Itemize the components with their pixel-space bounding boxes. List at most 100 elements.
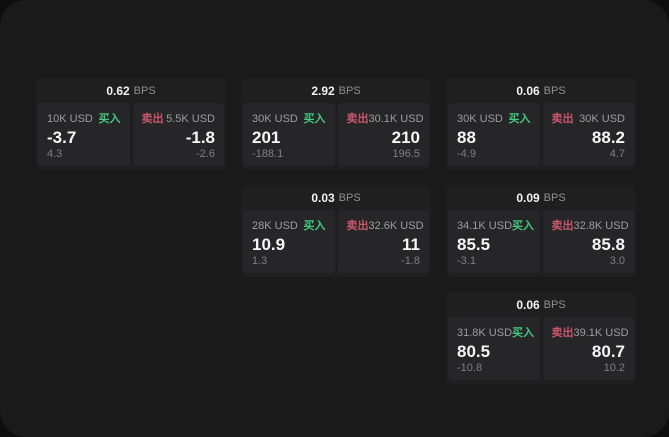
buy-side-label: 买入 bbox=[303, 220, 326, 232]
quote-panels: 30K USD 买入 201 -188.1 卖出 30.1K USD 210 1… bbox=[241, 103, 431, 168]
buy-amount-label: 28K USD bbox=[252, 220, 298, 232]
sell-panel-top: 卖出 32.6K USD bbox=[346, 217, 424, 233]
quote-panels: 28K USD 买入 10.9 1.3 卖出 32.6K USD 11 -1.8 bbox=[241, 210, 431, 275]
sell-panel-top: 卖出 32.8K USD bbox=[551, 217, 629, 233]
sell-panel[interactable]: 卖出 30.1K USD 210 196.5 bbox=[337, 103, 429, 166]
sell-panel-top: 卖出 5.5K USD bbox=[142, 110, 216, 126]
bps-unit-label: BPS bbox=[543, 84, 566, 97]
buy-side-label: 买入 bbox=[512, 220, 535, 232]
buy-side-label: 买入 bbox=[303, 113, 326, 125]
buy-panel[interactable]: 30K USD 买入 88 -4.9 bbox=[448, 103, 540, 166]
sell-panel[interactable]: 卖出 30K USD 88.2 4.7 bbox=[542, 103, 634, 166]
buy-panel-top: 31.8K USD 买入 bbox=[457, 324, 535, 340]
quote-panels: 31.8K USD 买入 80.5 -10.8 卖出 39.1K USD 80.… bbox=[446, 317, 636, 382]
sell-panel-top: 卖出 39.1K USD bbox=[551, 324, 629, 340]
sell-amount-label: 39.1K USD bbox=[573, 327, 629, 339]
buy-panel[interactable]: 10K USD 买入 -3.7 4.3 bbox=[38, 103, 130, 166]
quote-panels: 30K USD 买入 88 -4.9 卖出 30K USD 88.2 4.7 bbox=[446, 103, 636, 168]
bps-value: 0.03 bbox=[311, 190, 335, 205]
quote-card[interactable]: 0.06 BPS 31.8K USD 买入 80.5 -10.8 卖出 39.1… bbox=[446, 292, 636, 384]
sell-amount-label: 32.8K USD bbox=[573, 220, 629, 232]
bps-header: 0.06 BPS bbox=[446, 292, 636, 317]
sell-quote-value: 85.8 bbox=[591, 235, 625, 254]
sell-sub-value: -2.6 bbox=[196, 148, 215, 160]
sell-quote-value: 80.7 bbox=[591, 342, 625, 361]
sell-sub-value: 196.5 bbox=[392, 148, 420, 160]
buy-quote-value: 88 bbox=[457, 128, 476, 147]
bps-header: 0.03 BPS bbox=[241, 185, 431, 210]
buy-quote-value: 85.5 bbox=[457, 235, 491, 254]
buy-side-label: 买入 bbox=[508, 113, 531, 125]
sell-panel[interactable]: 卖出 32.8K USD 85.8 3.0 bbox=[542, 210, 634, 273]
buy-amount-label: 34.1K USD bbox=[457, 220, 513, 232]
bps-unit-label: BPS bbox=[543, 298, 566, 311]
quote-card[interactable]: 0.03 BPS 28K USD 买入 10.9 1.3 卖出 32.6K US… bbox=[241, 185, 431, 277]
sell-panel-top: 卖出 30.1K USD bbox=[346, 110, 424, 126]
sell-amount-label: 32.6K USD bbox=[368, 220, 424, 232]
bps-header: 0.09 BPS bbox=[446, 185, 636, 210]
bps-unit-label: BPS bbox=[338, 84, 361, 97]
bps-value: 2.92 bbox=[311, 83, 335, 98]
sell-sub-value: -1.8 bbox=[401, 255, 420, 267]
sell-side-label: 卖出 bbox=[141, 113, 164, 125]
buy-panel-top: 28K USD 买入 bbox=[252, 217, 326, 233]
buy-amount-label: 30K USD bbox=[252, 113, 298, 125]
buy-amount-label: 31.8K USD bbox=[457, 327, 513, 339]
buy-sub-value: -10.8 bbox=[457, 362, 483, 374]
buy-panel[interactable]: 30K USD 买入 201 -188.1 bbox=[243, 103, 335, 166]
buy-panel-top: 30K USD 买入 bbox=[252, 110, 326, 126]
quote-card[interactable]: 0.09 BPS 34.1K USD 买入 85.5 -3.1 卖出 32.8K… bbox=[446, 185, 636, 277]
buy-side-label: 买入 bbox=[98, 113, 121, 125]
buy-sub-value: 4.3 bbox=[47, 148, 63, 160]
buy-panel-top: 10K USD 买入 bbox=[47, 110, 121, 126]
bps-unit-label: BPS bbox=[338, 191, 361, 204]
quote-card[interactable]: 0.62 BPS 10K USD 买入 -3.7 4.3 卖出 5.5K USD… bbox=[36, 78, 226, 170]
sell-quote-value: 210 bbox=[391, 128, 420, 147]
buy-sub-value: -188.1 bbox=[252, 148, 284, 160]
quote-card[interactable]: 0.06 BPS 30K USD 买入 88 -4.9 卖出 30K USD 8… bbox=[446, 78, 636, 170]
sell-side-label: 卖出 bbox=[551, 113, 574, 125]
sell-amount-label: 30.1K USD bbox=[368, 113, 424, 125]
buy-sub-value: 1.3 bbox=[252, 255, 268, 267]
sell-quote-value: 11 bbox=[402, 235, 420, 254]
buy-quote-value: 80.5 bbox=[457, 342, 491, 361]
bps-header: 0.06 BPS bbox=[446, 78, 636, 103]
sell-amount-label: 5.5K USD bbox=[166, 113, 215, 125]
sell-side-label: 卖出 bbox=[551, 327, 574, 339]
sell-amount-label: 30K USD bbox=[579, 113, 625, 125]
bps-header: 2.92 BPS bbox=[241, 78, 431, 103]
buy-side-label: 买入 bbox=[512, 327, 535, 339]
sell-side-label: 卖出 bbox=[346, 220, 369, 232]
quote-panels: 34.1K USD 买入 85.5 -3.1 卖出 32.8K USD 85.8… bbox=[446, 210, 636, 275]
bps-value: 0.09 bbox=[516, 190, 540, 205]
buy-panel-top: 30K USD 买入 bbox=[457, 110, 531, 126]
sell-side-label: 卖出 bbox=[346, 113, 369, 125]
quote-card[interactable]: 2.92 BPS 30K USD 买入 201 -188.1 卖出 30.1K … bbox=[241, 78, 431, 170]
buy-sub-value: -4.9 bbox=[457, 148, 476, 160]
bps-value: 0.06 bbox=[516, 83, 540, 98]
sell-panel-top: 卖出 30K USD bbox=[552, 110, 626, 126]
quote-panels: 10K USD 买入 -3.7 4.3 卖出 5.5K USD -1.8 -2.… bbox=[36, 103, 226, 168]
bps-unit-label: BPS bbox=[543, 191, 566, 204]
buy-panel[interactable]: 34.1K USD 买入 85.5 -3.1 bbox=[448, 210, 540, 273]
buy-panel[interactable]: 31.8K USD 买入 80.5 -10.8 bbox=[448, 317, 540, 380]
buy-amount-label: 30K USD bbox=[457, 113, 503, 125]
sell-quote-value: 88.2 bbox=[591, 128, 625, 147]
bps-unit-label: BPS bbox=[133, 84, 156, 97]
buy-panel[interactable]: 28K USD 买入 10.9 1.3 bbox=[243, 210, 335, 273]
buy-sub-value: -3.1 bbox=[457, 255, 476, 267]
sell-sub-value: 10.2 bbox=[603, 362, 625, 374]
sell-panel[interactable]: 卖出 39.1K USD 80.7 10.2 bbox=[542, 317, 634, 380]
buy-quote-value: 201 bbox=[252, 128, 281, 147]
buy-amount-label: 10K USD bbox=[47, 113, 93, 125]
sell-panel[interactable]: 卖出 5.5K USD -1.8 -2.6 bbox=[132, 103, 224, 166]
buy-quote-value: 10.9 bbox=[252, 235, 286, 254]
buy-panel-top: 34.1K USD 买入 bbox=[457, 217, 535, 233]
sell-side-label: 卖出 bbox=[551, 220, 574, 232]
sell-panel[interactable]: 卖出 32.6K USD 11 -1.8 bbox=[337, 210, 429, 273]
sell-sub-value: 4.7 bbox=[609, 148, 625, 160]
bps-header: 0.62 BPS bbox=[36, 78, 226, 103]
buy-quote-value: -3.7 bbox=[47, 128, 77, 147]
